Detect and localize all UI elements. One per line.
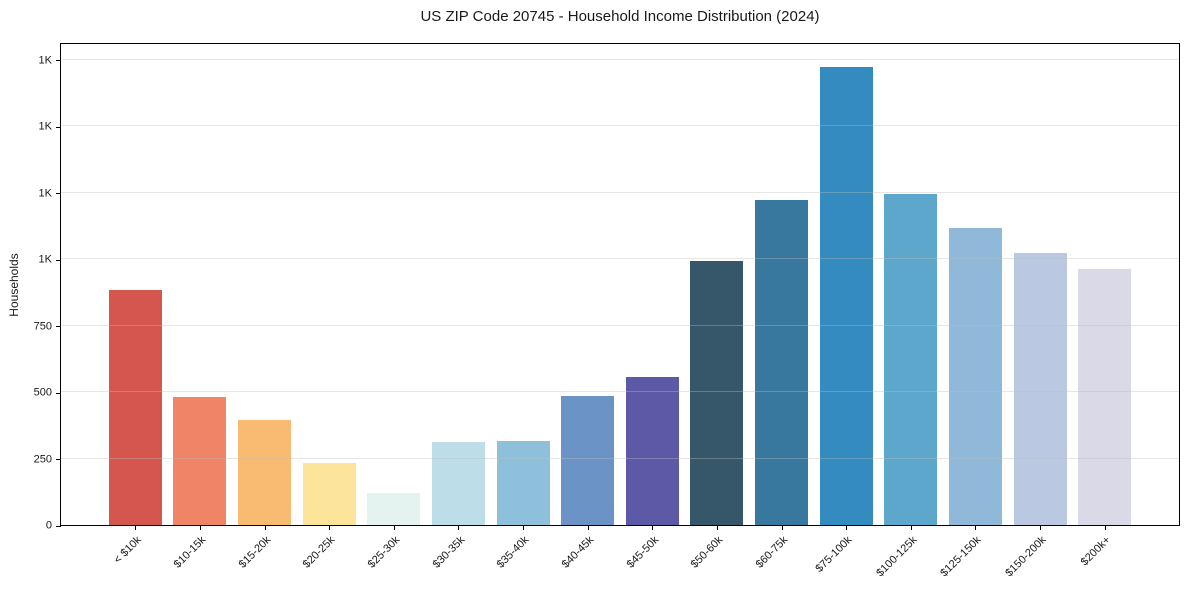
x-tick-label: $25-30k: [365, 534, 403, 571]
x-tick-label: $125-150k: [938, 534, 984, 580]
x-tick-mark: [846, 526, 848, 530]
y-tick-mark: [56, 525, 61, 527]
x-tick-mark: [1104, 526, 1106, 530]
bar: [819, 66, 873, 525]
bar: [884, 194, 938, 525]
bar: [302, 462, 356, 525]
gridline: [61, 125, 1179, 127]
x-tick-mark: [716, 526, 718, 530]
bar: [108, 289, 162, 525]
gridline: [61, 191, 1179, 193]
gridline: [61, 457, 1179, 459]
x-tick-mark: [975, 526, 977, 530]
y-tick-mark: [56, 259, 61, 261]
y-tick-mark: [56, 392, 61, 394]
x-tick-label: < $10k: [111, 534, 144, 567]
x-tick-mark: [264, 526, 266, 530]
y-tick-label: 750: [33, 320, 52, 333]
y-tick-label: 500: [33, 386, 52, 399]
bar: [496, 440, 550, 525]
gridline: [61, 324, 1179, 326]
bar: [431, 441, 485, 525]
y-tick-mark: [56, 326, 61, 328]
bar: [238, 419, 292, 525]
x-tick-label: $50-60k: [688, 534, 726, 571]
bar: [690, 260, 744, 525]
x-tick-label: $10-15k: [171, 534, 209, 571]
bar: [367, 492, 421, 525]
gridline: [61, 58, 1179, 60]
x-tick-mark: [1040, 526, 1042, 530]
y-tick-label: 250: [33, 453, 52, 466]
x-tick-mark: [458, 526, 460, 530]
bar: [1078, 268, 1132, 525]
y-tick-label: 1K: [38, 187, 52, 200]
y-tick-mark: [56, 60, 61, 62]
y-axis: 0 250 500 750 1K 1K 1K 1K: [0, 43, 56, 531]
x-tick-mark: [910, 526, 912, 530]
x-axis: < $10k $10-15k $15-20k $20-25k $25-30k $30-35…: [61, 531, 1179, 590]
x-tick-label: $150-200k: [1003, 534, 1049, 580]
x-tick-mark: [135, 526, 137, 530]
x-tick-label: $30-35k: [430, 534, 467, 571]
x-tick-mark: [652, 526, 654, 530]
x-tick-label: $200k+: [1079, 534, 1114, 569]
x-tick-label: $60-75k: [753, 534, 791, 571]
y-tick-mark: [56, 459, 61, 461]
x-tick-label: $15-20k: [236, 534, 274, 571]
bar: [1013, 252, 1067, 525]
x-tick-label: $100-125k: [874, 534, 920, 580]
plot-area: [60, 43, 1180, 526]
x-tick-label: $75-100k: [813, 534, 855, 575]
bar: [561, 395, 615, 525]
gridline: [61, 258, 1179, 260]
y-tick-label: 1K: [38, 54, 52, 67]
y-tick-label: 1K: [38, 120, 52, 133]
y-tick-label: 1K: [38, 253, 52, 266]
gridline: [61, 391, 1179, 393]
x-tick-label: $20-25k: [301, 534, 338, 571]
y-tick-mark: [56, 193, 61, 195]
x-tick-label: $35-40k: [494, 534, 532, 571]
x-tick-mark: [199, 526, 201, 530]
x-tick-mark: [781, 526, 783, 530]
x-tick-mark: [523, 526, 525, 530]
x-tick-mark: [393, 526, 395, 530]
y-tick-mark: [56, 126, 61, 128]
chart-title: US ZIP Code 20745 - Household Income Dis…: [420, 8, 820, 25]
bar: [755, 199, 809, 525]
y-tick-label: 0: [45, 519, 52, 532]
x-tick-mark: [329, 526, 331, 530]
x-tick-label: $40-45k: [559, 534, 597, 571]
x-tick-label: $45-50k: [624, 534, 661, 571]
bar: [625, 376, 679, 525]
bar: [173, 397, 227, 525]
x-tick-mark: [587, 526, 589, 530]
bar: [948, 228, 1002, 525]
